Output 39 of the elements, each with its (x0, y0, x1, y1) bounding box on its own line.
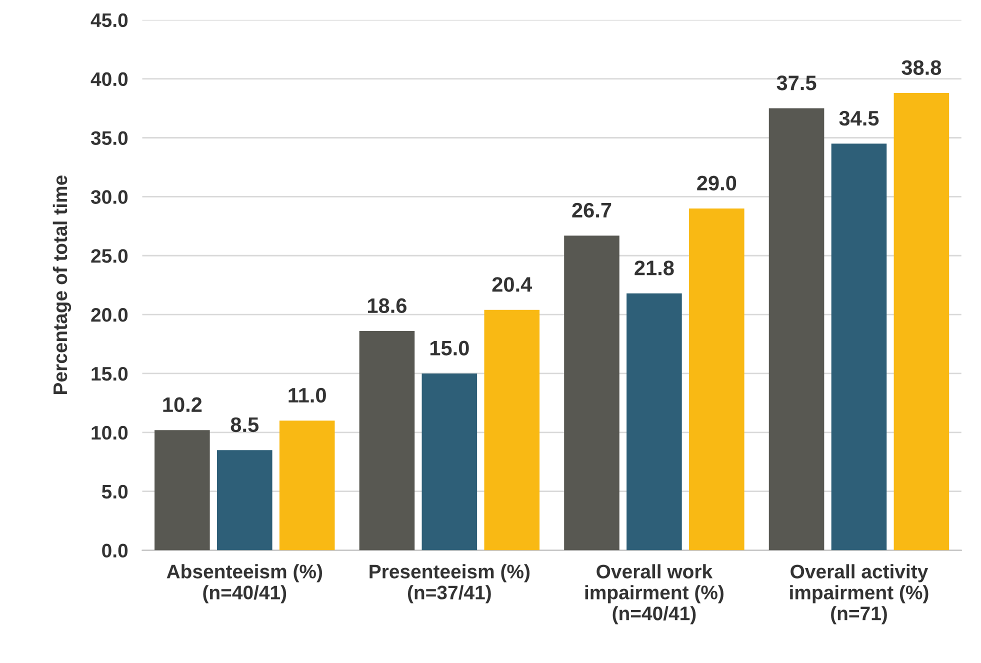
bar (768, 108, 824, 550)
bar (626, 293, 682, 550)
data-label: 15.0 (430, 340, 469, 356)
data-label: 11.0 (288, 388, 326, 403)
y-tick-label: 40.0 (90, 72, 128, 86)
data-label: 10.2 (163, 397, 202, 412)
bar (894, 92, 950, 550)
x-tick-label: Overall activity impairment (%) (n=71) (790, 564, 928, 624)
bar (831, 144, 887, 550)
y-tick-label: 0.0 (102, 544, 128, 558)
x-tick-label: Overall work impairment (%) (n=40/41) (585, 564, 724, 624)
bar (422, 373, 478, 550)
y-tick-label: 25.0 (91, 249, 128, 263)
y-tick-label: 5.0 (102, 484, 128, 499)
bar (484, 310, 540, 550)
y-tick-label: 35.0 (90, 131, 128, 146)
y-tick-label: 10.0 (92, 426, 128, 440)
data-label: 20.4 (492, 277, 532, 292)
y-tick-label: 20.0 (91, 308, 128, 322)
y-tick-label: 30.0 (90, 190, 128, 204)
data-label: 38.8 (902, 60, 942, 75)
data-label: 29.0 (697, 176, 736, 190)
bar (279, 420, 335, 550)
data-label: 21.8 (634, 260, 674, 276)
bar (216, 450, 272, 550)
x-tick-label: Absenteeism (%) (n=40/41) (166, 564, 322, 604)
data-label: 37.5 (776, 76, 816, 90)
y-tick-label: 45.0 (90, 13, 128, 28)
y-tick-label: 15.0 (92, 366, 128, 381)
bar (689, 208, 744, 550)
bar (154, 430, 210, 550)
y-axis-title: Percentage of total time (52, 176, 72, 394)
data-label: 26.7 (572, 202, 612, 218)
data-label: 8.5 (230, 417, 259, 432)
data-label: 34.5 (839, 110, 879, 126)
x-tick-label: Presenteeism (%) (n=37/41) (370, 564, 530, 604)
bar (359, 331, 415, 550)
data-label: 18.6 (368, 298, 406, 314)
bar (564, 236, 620, 550)
